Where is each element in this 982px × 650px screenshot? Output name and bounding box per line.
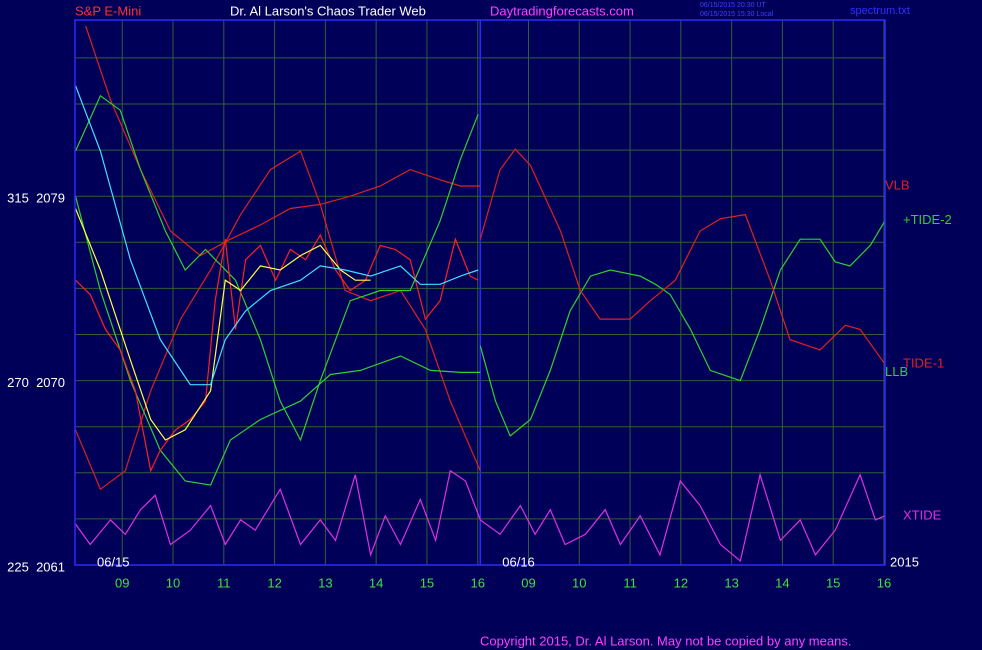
x-tick-label: 16 (470, 575, 484, 590)
x-tick-label: 12 (674, 575, 688, 590)
series-line (74, 85, 479, 386)
website: Daytradingforecasts.com (490, 3, 634, 18)
date-label: 06/15 (97, 554, 130, 569)
series-line (75, 469, 886, 562)
x-tick-label: 14 (369, 575, 383, 590)
series-label: +TIDE-2 (903, 212, 952, 227)
x-tick-label: 10 (572, 575, 586, 590)
y-tick-label: 270 2070 (7, 375, 65, 390)
series-label: VLB (885, 177, 910, 192)
series-label: XTIDE (903, 507, 942, 522)
series-label: LLB (885, 364, 908, 379)
series-line (74, 208, 371, 441)
x-tick-label: 14 (775, 575, 789, 590)
series-line (74, 150, 481, 491)
x-tick-label: 15 (826, 575, 840, 590)
grid (75, 20, 885, 566)
symbol: S&P E-Mini (75, 3, 141, 18)
x-tick-label: 09 (115, 575, 129, 590)
x-tick-label: 11 (217, 575, 231, 590)
series-line (75, 233, 479, 473)
x-tick-label: 09 (521, 575, 535, 590)
series-line (85, 25, 481, 257)
x-tick-label: 10 (166, 575, 180, 590)
x-tick-label: 16 (877, 575, 891, 590)
x-tick-label: 13 (318, 575, 332, 590)
plot (74, 25, 886, 562)
plot-frame (74, 19, 886, 566)
y-tick-label: 225 2061 (7, 559, 65, 574)
copyright: Copyright 2015, Dr. Al Larson. May not b… (480, 633, 851, 648)
series-line (479, 148, 886, 365)
x-tick-label: 15 (420, 575, 434, 590)
timestamp: 06/15/2015 20:30 UT (700, 2, 766, 9)
file-name: spectrum.txt (850, 5, 910, 17)
series-label: TIDE-1 (903, 356, 944, 371)
x-tick-label: 13 (724, 575, 738, 590)
y-tick-label: 315 2079 (7, 191, 65, 206)
series-line (479, 220, 886, 437)
x-tick-label: 12 (267, 575, 281, 590)
chart-title: Dr. Al Larson's Chaos Trader Web (230, 3, 426, 18)
timestamp: 06/15/2015 15:30 Local (700, 11, 774, 18)
series-line (74, 196, 481, 486)
x-tick-label: 11 (623, 575, 637, 590)
year: 2015 (890, 554, 919, 569)
date-label: 06/16 (502, 554, 535, 569)
